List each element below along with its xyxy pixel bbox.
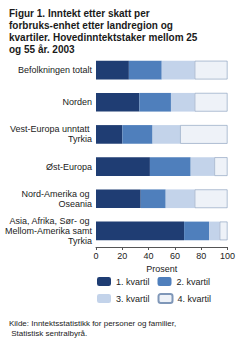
svg-text:Norden: Norden xyxy=(62,97,92,107)
svg-text:Vest-Europa unntatt: Vest-Europa unntatt xyxy=(10,124,92,134)
svg-text:Øst-Europa: Øst-Europa xyxy=(46,162,92,172)
svg-text:0: 0 xyxy=(93,251,98,261)
svg-text:og 55 år. 2003: og 55 år. 2003 xyxy=(9,44,75,55)
svg-text:Tyrkia: Tyrkia xyxy=(68,134,92,144)
svg-text:4. kvartil: 4. kvartil xyxy=(178,294,212,304)
svg-text:kvartiler. Hovedinntektstaker: kvartiler. Hovedinntektstaker mellom 25 xyxy=(9,32,200,43)
svg-text:Kilde: Inntektsstatistikk for: Kilde: Inntektsstatistikk for personer o… xyxy=(9,319,176,328)
svg-text:40: 40 xyxy=(144,251,154,261)
svg-text:60: 60 xyxy=(170,251,180,261)
svg-text:2. kvartil: 2. kvartil xyxy=(177,277,211,287)
svg-text:Asia, Afrika, Sør- og: Asia, Afrika, Sør- og xyxy=(9,216,92,226)
svg-text:20: 20 xyxy=(117,251,127,261)
svg-text:Oseania: Oseania xyxy=(58,199,92,209)
svg-text:forbruks-enhet etter landregio: forbruks-enhet etter landregion og xyxy=(9,20,176,31)
svg-text:1. kvartil: 1. kvartil xyxy=(116,277,150,287)
svg-text:Tyrkia: Tyrkia xyxy=(66,236,92,246)
svg-text:Prosent: Prosent xyxy=(146,264,178,274)
svg-text:Figur 1. Inntekt etter skatt p: Figur 1. Inntekt etter skatt per xyxy=(9,8,152,19)
svg-text:Mellom-Amerika samt: Mellom-Amerika samt xyxy=(5,226,93,236)
svg-text:Befolkningen totalt: Befolkningen totalt xyxy=(18,65,93,75)
svg-text:3. kvartil: 3. kvartil xyxy=(116,294,150,304)
svg-text:Statistisk sentralbyrå.: Statistisk sentralbyrå. xyxy=(9,329,87,338)
svg-text:Nord-Amerika og: Nord-Amerika og xyxy=(21,189,92,199)
svg-text:80: 80 xyxy=(196,251,206,261)
svg-text:100: 100 xyxy=(220,251,235,261)
